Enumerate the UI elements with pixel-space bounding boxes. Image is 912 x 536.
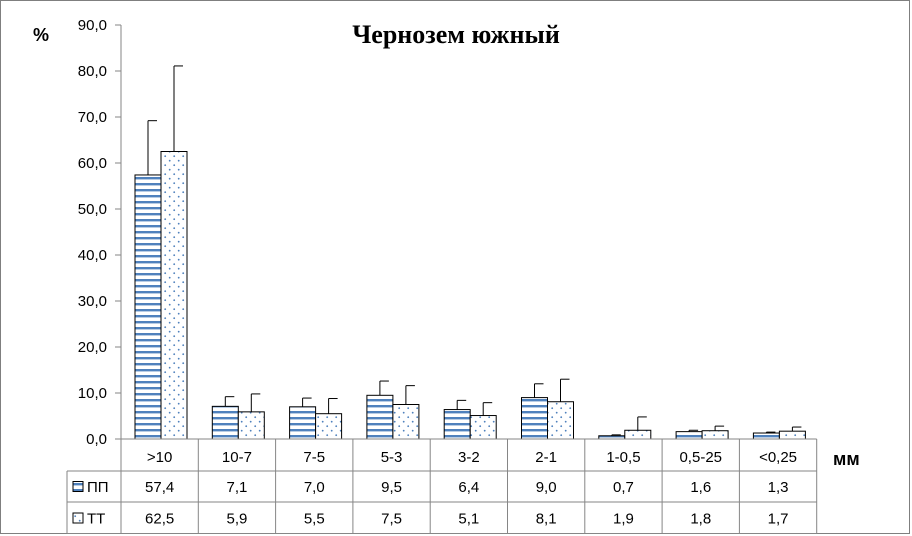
bar-ПП (289, 406, 317, 440)
bar-ТТ (701, 430, 729, 440)
x-category-label: 7-5 (303, 449, 325, 466)
bar-ТТ (547, 401, 574, 440)
y-tick-label: 80,0 (78, 63, 107, 80)
table-value-cell: 62,5 (145, 511, 174, 528)
x-category-label: >10 (147, 449, 172, 466)
table-value-cell: 5,5 (304, 511, 325, 528)
bar-ПП (211, 405, 239, 440)
x-category-label: 2-1 (535, 449, 557, 466)
table-value-cell: 7,5 (381, 511, 402, 528)
bar-ПП (521, 397, 548, 440)
y-tick-label: 50,0 (78, 201, 107, 218)
y-tick-label: 90,0 (78, 17, 107, 34)
bar-ТТ (160, 151, 188, 440)
x-category-label: 1-0,5 (606, 449, 640, 466)
data-table: >10 10-7 7-5 5-3 3-2 2-1 1-0,5 0,5-25 <0,25 ПП 57,… (66, 439, 818, 534)
table-value-cell: 7,0 (304, 479, 325, 496)
y-tick-label: 10,0 (78, 385, 107, 402)
bar-ТТ (315, 413, 343, 440)
y-tick-label: 70,0 (78, 109, 107, 126)
table-value-cell: 1,9 (613, 511, 634, 528)
table-value-cell: 0,7 (613, 479, 634, 496)
y-axis: 0,0 10,0 20,0 30,0 40,0 50,0 60,0 70,0 80,0 90,0 (78, 17, 122, 448)
y-tick-label: 40,0 (78, 247, 107, 264)
chart-title: Чернозем южный (352, 20, 560, 49)
table-value-cell: 5,1 (458, 511, 479, 528)
bar-ТТ (237, 411, 265, 440)
table-value-cell: 1,7 (768, 511, 789, 528)
table-value-cell: 1,6 (690, 479, 711, 496)
table-value-cell: 6,4 (458, 479, 479, 496)
bar-ПП (366, 394, 394, 440)
y-tick-label: 60,0 (78, 155, 107, 172)
bar-ПП (443, 409, 471, 440)
table-value-cell: 8,1 (536, 511, 557, 528)
bar-ПП (134, 174, 162, 440)
table-value-cell: 1,8 (690, 511, 711, 528)
legend-series-name: ТТ (87, 511, 105, 528)
table-value-cell: 57,4 (145, 479, 174, 496)
bar-ТТ (469, 415, 497, 440)
bar-ТТ (392, 404, 420, 440)
y-axis-label: % (33, 25, 49, 45)
y-tick-label: 0,0 (86, 431, 107, 448)
bar-ТТ (624, 429, 652, 440)
legend-key-ТТ (72, 512, 84, 524)
x-category-label: 0,5-25 (679, 449, 722, 466)
y-tick-label: 20,0 (78, 339, 107, 356)
bar-ТТ (778, 430, 806, 440)
x-category-label: <0,25 (759, 449, 797, 466)
bar-ПП (675, 431, 703, 440)
bar-ПП (752, 432, 780, 440)
table-value-cell: 5,9 (227, 511, 248, 528)
x-category-label: 10-7 (222, 449, 252, 466)
table-value-cell: 1,3 (768, 479, 789, 496)
table-value-cell: 9,0 (536, 479, 557, 496)
x-category-label: 5-3 (381, 449, 403, 466)
table-value-cell: 7,1 (227, 479, 248, 496)
table-value-cell: 9,5 (381, 479, 402, 496)
x-category-label: 3-2 (458, 449, 480, 466)
x-axis-unit-label: мм (833, 449, 860, 469)
legend-series-name: ПП (87, 479, 109, 496)
y-tick-label: 30,0 (78, 293, 107, 310)
legend-key-ПП (72, 481, 84, 492)
bars (121, 65, 817, 440)
